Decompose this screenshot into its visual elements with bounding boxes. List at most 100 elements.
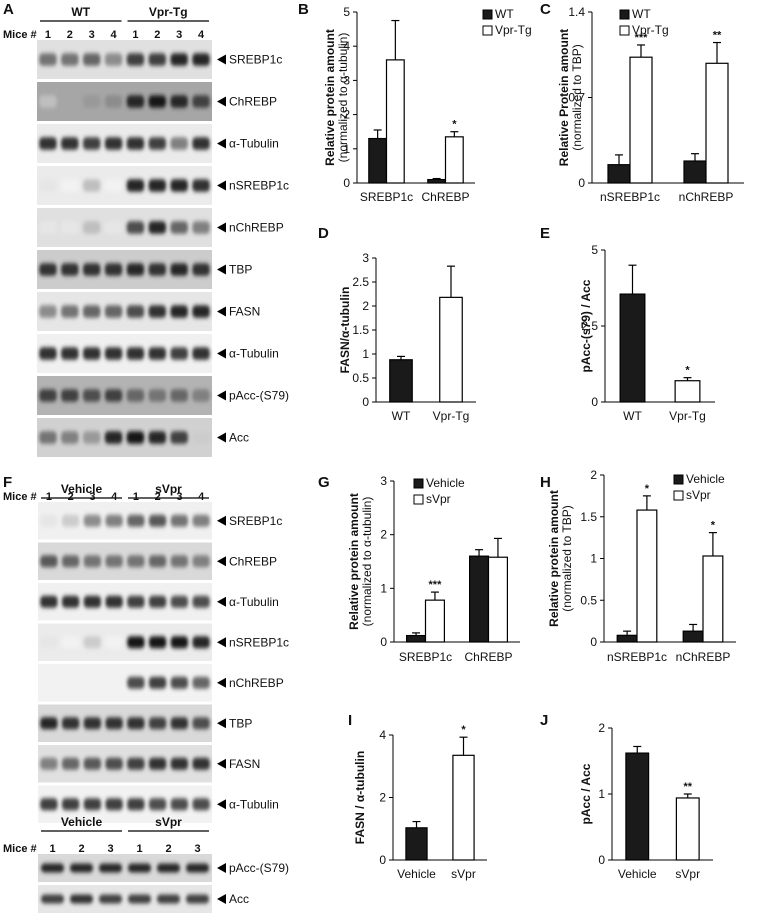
band-label: nChREBP [229, 221, 284, 235]
blot-band [126, 95, 145, 108]
y-tick-label: 1 [380, 581, 387, 595]
blot-band [126, 263, 145, 276]
bar [487, 556, 508, 643]
mouse-number: 1 [132, 29, 138, 41]
blot-band [170, 676, 189, 689]
blot-band [61, 95, 79, 108]
blot-band [192, 347, 210, 360]
y-tick-label: 2 [590, 468, 597, 482]
blot-band [192, 305, 210, 318]
blot-band [105, 514, 123, 527]
blot-band [126, 347, 145, 360]
blot-band [170, 53, 188, 66]
band-arrow-icon [217, 799, 226, 810]
legend-label: WT [632, 7, 651, 21]
legend-swatch [482, 9, 493, 20]
mouse-number: 3 [176, 29, 182, 41]
band-label: SREBP1c [229, 514, 282, 528]
panel-letter-b: B [298, 1, 309, 18]
blot-band [39, 305, 57, 318]
blot-band [127, 863, 152, 873]
blot-band [83, 757, 102, 770]
category-label: SREBP1c [399, 650, 452, 664]
chart-d: 0 0.5 1 1.5 2 2.5 3 FASN/α-tubulin WT Vpr-Tg [338, 251, 476, 423]
blot-band [170, 636, 189, 649]
blot-band [126, 137, 145, 150]
blot-band [98, 894, 123, 904]
band-label: TBP [229, 716, 252, 730]
band-arrow-icon [217, 138, 226, 149]
legend-swatch [413, 494, 424, 505]
blot-band [148, 717, 167, 730]
y-tick-label: 0 [590, 635, 597, 649]
blot-band [170, 221, 188, 234]
blot-band [127, 717, 145, 730]
blot-band [127, 676, 145, 689]
band-arrow-icon [217, 637, 226, 648]
mouse-number: 1 [49, 843, 55, 855]
bar [406, 634, 427, 643]
band-label: Acc [229, 431, 249, 445]
blot-band [82, 431, 101, 444]
category-label: WT [392, 409, 411, 423]
y-tick-label: 0.5 [580, 593, 597, 607]
blot-band [83, 676, 102, 689]
blot-band [105, 676, 123, 689]
western-blot-a: WT Vpr-Tg Mice # 1 2 3 4 1 2 3 4 SREBP1c ChREBP α-Tub… [3, 5, 289, 457]
band-arrow-icon [217, 515, 226, 526]
blot-band [127, 757, 145, 770]
blot-band [104, 95, 123, 108]
legend-label: Vpr-Tg [495, 23, 532, 37]
blot-band [170, 95, 188, 108]
y-axis-sublabel: (normalized to TBP) [560, 505, 574, 611]
legend-swatch [619, 9, 630, 20]
panel-letter-c: C [540, 1, 551, 18]
blot-band [148, 595, 167, 608]
significance-marker: * [452, 119, 457, 131]
band-arrow-icon [217, 894, 226, 904]
blot-band [148, 676, 167, 689]
band-arrow-icon [217, 222, 226, 233]
panel-letter-h: H [540, 474, 551, 491]
blot-band [104, 221, 123, 234]
band-label: ChREBP [229, 95, 277, 109]
group-label: sVpr [155, 815, 182, 829]
panel-letter-j: J [540, 712, 548, 729]
blot-band [104, 389, 123, 402]
blot-band [170, 179, 188, 192]
category-label: nSREBP1c [600, 190, 660, 204]
category-label: sVpr [451, 867, 476, 881]
blot-band [82, 179, 101, 192]
mice-number-label: Mice # [3, 29, 37, 41]
y-tick-label: 0.5 [352, 371, 369, 385]
blot-band [185, 863, 210, 873]
blot-band [148, 514, 167, 527]
category-label: Vehicle [397, 867, 436, 881]
blot-band [148, 798, 167, 811]
y-axis-sublabel: (normalized to TBP) [570, 44, 584, 150]
bar [427, 178, 447, 184]
blot-band [82, 389, 101, 402]
significance-marker: * [711, 520, 716, 532]
category-label: ChREBP [421, 190, 469, 204]
legend-swatch [673, 490, 684, 501]
mouse-number: 2 [68, 491, 74, 503]
band-arrow-icon [217, 863, 226, 873]
y-tick-label: 1.5 [580, 510, 597, 524]
blot-band [105, 595, 123, 608]
chart-c: 0 0.7 1.4 Relative Protein amount (normalize… [557, 5, 744, 204]
y-axis-label: pAcc-(s79) / Acc [579, 279, 593, 372]
category-label: nSREBP1c [607, 650, 667, 664]
category-label: ChREBP [464, 650, 512, 664]
blot-band [170, 305, 188, 318]
significance-marker: * [685, 365, 690, 377]
blot-band [192, 595, 210, 608]
bar [682, 630, 704, 643]
y-tick-label: 1 [362, 347, 369, 361]
blot-band [185, 894, 210, 904]
blot-band [148, 431, 167, 444]
blot-band [148, 389, 167, 402]
blot-band [192, 53, 210, 66]
blot-band [39, 95, 57, 108]
mouse-number: 2 [165, 843, 171, 855]
